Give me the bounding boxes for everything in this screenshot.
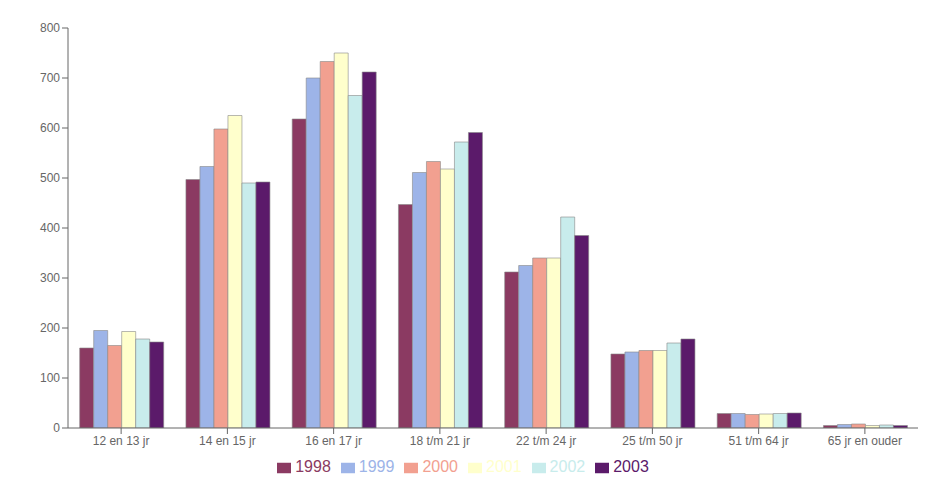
html-text:1999: 1999: [358, 458, 395, 475]
svg-text:200: 200: [40, 321, 60, 335]
svg-text:400: 400: [40, 221, 60, 235]
html-text:2001: 2001: [486, 458, 522, 475]
svg-text:600: 600: [40, 121, 60, 135]
html-text:2000: 2000: [422, 458, 458, 475]
svg-text:65 jr en ouder: 65 jr en ouder: [828, 434, 902, 448]
svg-text:18 t/m 21 jr: 18 t/m 21 jr: [410, 434, 470, 448]
svg-text:25 t/m 50 jr: 25 t/m 50 jr: [622, 434, 682, 448]
html-text:2002: 2002: [549, 458, 586, 475]
svg-text:12 en 13 jr: 12 en 13 jr: [93, 434, 150, 448]
svg-text:0: 0: [53, 421, 60, 435]
svg-text:22 t/m 24 jr: 22 t/m 24 jr: [516, 434, 576, 448]
svg-text:51 t/m 64 jr: 51 t/m 64 jr: [729, 434, 789, 448]
svg-text:300: 300: [40, 271, 60, 285]
html-text:2003: 2003: [613, 458, 649, 475]
html-text:1998: 1998: [295, 458, 331, 475]
svg-text:700: 700: [40, 71, 60, 85]
svg-text:16 en 17 jr: 16 en 17 jr: [305, 434, 362, 448]
svg-text:800: 800: [40, 21, 60, 35]
svg-text:14 en 15 jr: 14 en 15 jr: [199, 434, 256, 448]
svg-text:500: 500: [40, 171, 60, 185]
svg-text:100: 100: [40, 371, 60, 385]
